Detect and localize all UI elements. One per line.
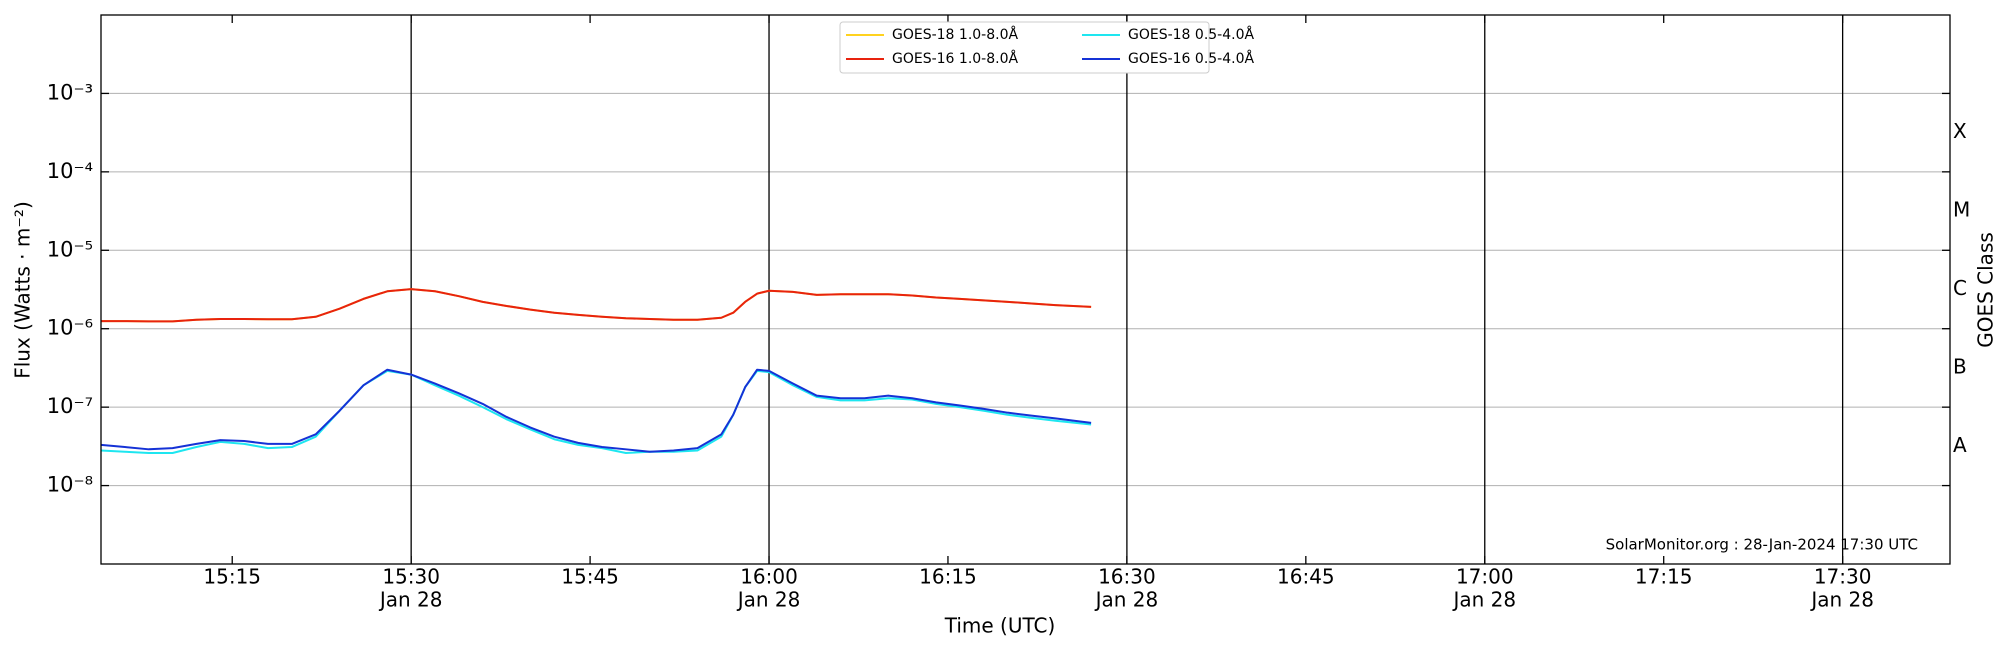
- x-tick-label: 16:30: [1098, 565, 1156, 589]
- y-axis-label: Flux (Watts · m⁻²): [11, 201, 35, 379]
- y2-tick-label: C: [1953, 276, 1967, 300]
- y2-tick-label: M: [1953, 198, 1970, 222]
- x-tick-date-label: Jan 28: [378, 588, 443, 612]
- x-tick-label: 15:30: [382, 565, 440, 589]
- x-tick-label: 16:00: [740, 565, 798, 589]
- x-tick-label: 17:30: [1814, 565, 1872, 589]
- x-tick-date-label: Jan 28: [1809, 588, 1874, 612]
- y-tick-label: 10⁻⁵: [47, 237, 93, 261]
- legend-label: GOES-16 1.0-8.0Å: [892, 50, 1018, 67]
- y-tick-label: 10⁻⁶: [47, 316, 93, 340]
- series-line: [101, 288, 1092, 323]
- x-tick-date-label: Jan 28: [1094, 588, 1159, 612]
- series-line: [100, 368, 1092, 453]
- y-tick-label: 10⁻⁴: [47, 159, 93, 183]
- plot-frame: [100, 14, 1951, 565]
- x-tick-label: 17:15: [1635, 565, 1693, 589]
- y-tick-label: 10⁻⁸: [47, 473, 93, 497]
- y2-tick-label: X: [1953, 119, 1967, 143]
- x-tick-date-label: Jan 28: [736, 588, 801, 612]
- x-tick-label: 17:00: [1456, 565, 1514, 589]
- y-tick-label: 10⁻³: [47, 80, 93, 104]
- legend-label: GOES-18 1.0-8.0Å: [892, 26, 1018, 43]
- x-axis-label: Time (UTC): [944, 614, 1056, 638]
- y2-tick-label: B: [1953, 354, 1967, 378]
- series-line: [100, 369, 1092, 455]
- x-tick-label: 15:15: [203, 565, 261, 589]
- y-tick-label: 10⁻⁷: [47, 394, 93, 418]
- legend-label: GOES-18 0.5-4.0Å: [1128, 26, 1254, 43]
- x-tick-label: 16:15: [919, 565, 977, 589]
- x-tick-label: 15:45: [561, 565, 619, 589]
- x-tick-label: 16:45: [1277, 565, 1335, 589]
- annotation: SolarMonitor.org : 28-Jan-2024 17:30 UTC: [1606, 536, 1918, 554]
- y2-tick-label: A: [1953, 433, 1967, 457]
- legend-label: GOES-16 0.5-4.0Å: [1128, 50, 1254, 67]
- x-tick-date-label: Jan 28: [1451, 588, 1516, 612]
- y2-axis-label: GOES Class: [1974, 232, 1998, 348]
